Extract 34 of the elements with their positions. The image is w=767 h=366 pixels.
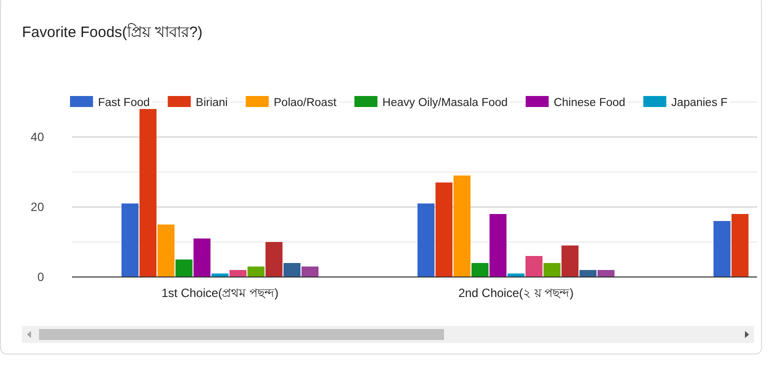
chart-title: Favorite Foods(প্রিয় খাবার?) — [22, 23, 203, 41]
bar — [140, 109, 156, 277]
bar — [284, 263, 300, 277]
x-tick-label: 1st Choice(প্রথম পছন্দ) — [161, 286, 279, 300]
y-tick-label: 0 — [37, 270, 44, 284]
bar — [598, 270, 614, 277]
bar — [418, 204, 434, 277]
legend-label: Fast Food — [98, 97, 150, 109]
bar — [714, 221, 730, 277]
x-tick-label: 2nd Choice(২ য় পছন্দ) — [458, 286, 574, 300]
legend-label: Japanies F — [671, 97, 728, 109]
y-tick-label: 20 — [30, 200, 44, 214]
bar — [472, 263, 488, 277]
bar — [580, 270, 596, 277]
legend-label: Chinese Food — [554, 97, 626, 109]
legend-label: Biriani — [196, 97, 228, 109]
bar — [230, 270, 246, 277]
legend-label: Heavy Oily/Masala Food — [382, 97, 508, 109]
bar — [526, 256, 542, 277]
bar — [176, 260, 192, 277]
bar — [490, 214, 506, 277]
bar — [266, 242, 282, 277]
bar — [194, 238, 210, 277]
bar — [302, 266, 318, 277]
bar — [158, 224, 174, 277]
bar — [544, 263, 560, 277]
bar — [732, 214, 748, 277]
bar — [562, 246, 578, 277]
bar — [122, 204, 138, 277]
legend-label: Polao/Roast — [274, 97, 338, 109]
bar — [454, 176, 470, 277]
bar — [248, 266, 264, 277]
y-tick-label: 40 — [30, 130, 44, 144]
bar — [436, 182, 452, 277]
